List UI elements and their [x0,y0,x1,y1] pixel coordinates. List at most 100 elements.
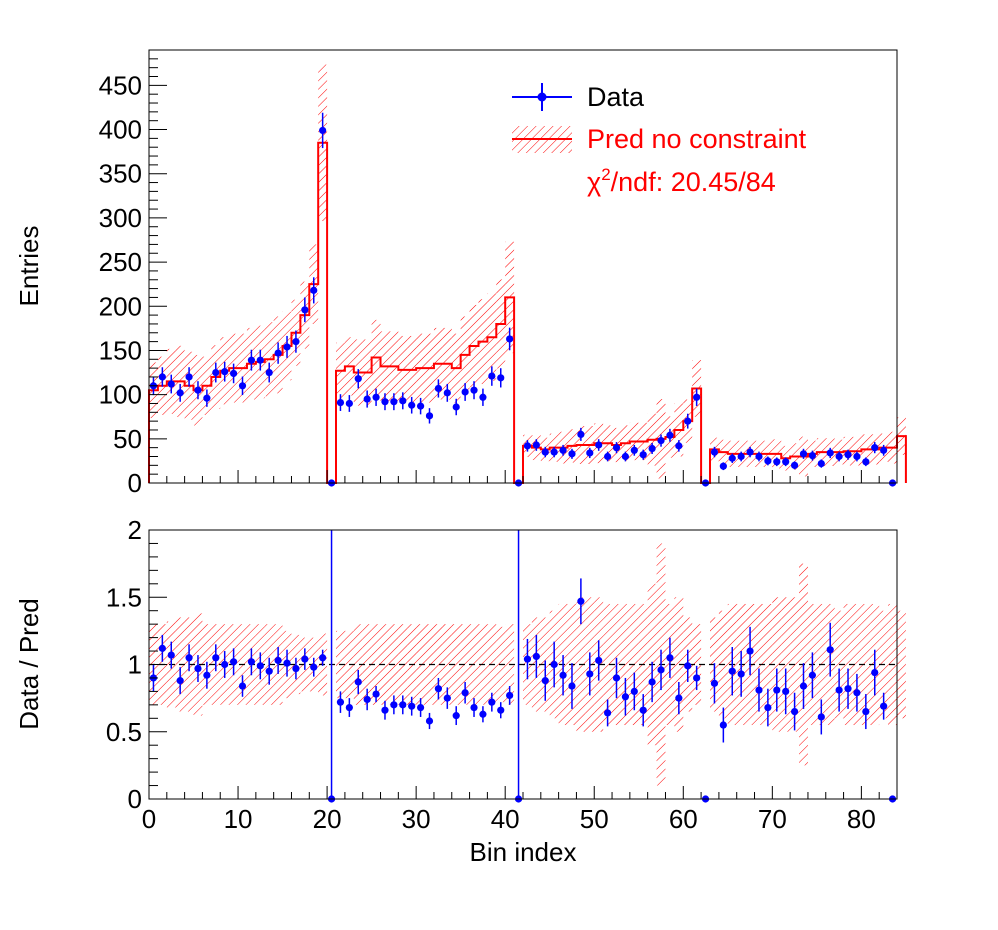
ratio-band-bin [460,624,470,705]
data-point [212,368,220,377]
ratio-point [559,671,567,679]
x-tick-label: 50 [580,804,609,834]
ratio-point [461,689,469,697]
legend: Data Pred no constraint χ2/ndf: 20.45/84 [512,82,807,197]
data-point [523,442,532,450]
data-point [354,375,362,383]
ratio-point [550,660,558,669]
x-tick-label: 30 [402,804,431,834]
data-point [799,450,808,458]
ratio-point [212,654,220,662]
data-point [746,448,754,456]
data-point [176,389,184,397]
ratio-point [194,664,202,673]
data-point [782,458,790,466]
data-point [880,446,888,454]
data-point [790,461,799,469]
bottom-axes: 00.511.520 10 20 30 40 50 60 70 80 [106,515,898,834]
data-point [612,444,621,452]
data-point [434,384,443,393]
ratio-point [479,710,487,718]
data-point [372,393,380,401]
ratio-point [283,659,291,667]
data-point [363,395,371,403]
ratio-point [319,654,327,662]
ratio-band-bin [754,603,764,726]
data-point [408,401,416,409]
ratio-point [425,717,434,725]
ratio-point [256,662,264,670]
legend-pred-label: Pred no constraint [587,124,807,154]
data-point [310,286,318,294]
ratio-band-bin [674,597,684,732]
ratio-point [265,667,273,675]
ratio-point [470,703,478,712]
legend-data-marker [537,92,547,102]
data-point [719,462,727,470]
ratio-band-bin [442,624,452,705]
y-tick-label: 250 [99,247,142,277]
data-point [675,442,683,450]
ratio-point [782,687,790,696]
ratio-point [799,682,808,690]
ratio-point [158,644,166,652]
top-panel: 0 50 100 150 200 250 300 350 400 450 Entries Data… [14,49,907,498]
data-point [497,374,505,382]
data-point [630,446,638,454]
data-point [399,397,407,405]
ratio-point [443,694,451,702]
data-point [479,393,487,401]
ratio-point [586,670,594,678]
ratio-point [666,654,674,662]
ratio-point [434,685,443,693]
ratio-point [310,663,318,671]
data-point [586,449,594,457]
ratio-point [577,597,585,605]
data-point [506,335,514,343]
ratio-point [719,721,727,729]
y-tick-label: 100 [99,380,142,410]
ratio-point [167,651,175,659]
data-point [550,448,558,456]
y-tick-label: 150 [99,335,142,365]
data-point [345,399,353,408]
data-point [470,386,478,394]
data-point [541,448,549,456]
legend-data-label: Data [587,82,645,112]
data-point [577,430,585,438]
ratio-point [621,693,630,701]
data-point [301,306,309,314]
ratio-point [595,656,603,665]
data-point [871,444,879,452]
ratio-point [523,655,532,663]
x-tick-label: 60 [669,804,698,834]
data-point [319,126,327,135]
ratio-band-bin [781,597,791,732]
ratio-point [506,691,514,700]
ratio-band-bin [451,624,461,705]
data-point [265,368,273,377]
ratio-band-bin [353,624,363,705]
ratio-point [274,656,282,665]
ratio-point [817,713,825,721]
data-point [621,452,630,461]
ratio-point [301,655,309,663]
ratio-band-bin [433,624,443,705]
data-point [425,412,434,420]
bottom-plot-frame [148,529,898,800]
y-tick-label: 400 [99,115,142,145]
ratio-point [808,671,817,679]
data-point [568,450,576,458]
ratio-point [336,698,345,706]
data-point [639,451,647,459]
data-point [808,452,817,460]
ratio-point [408,702,416,710]
data-point [292,338,300,346]
data-point [416,402,425,410]
ratio-band-bin [772,597,782,732]
data-point [710,448,719,456]
y-tick-label: 1.5 [106,582,142,612]
ratio-point [345,703,353,712]
data-point [755,452,763,461]
ratio-band-bin [692,624,702,705]
